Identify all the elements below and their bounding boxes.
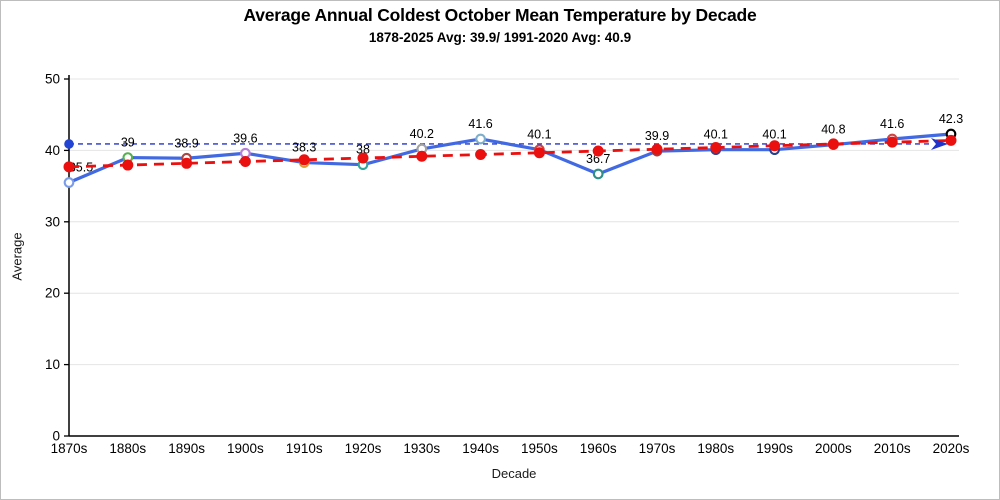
normal-line-start-dot bbox=[64, 139, 74, 149]
trend-dot-1870s bbox=[63, 161, 75, 173]
trend-dot-1900s bbox=[239, 156, 251, 168]
data-point-1940s bbox=[475, 133, 486, 145]
data-label-1970s: 39.9 bbox=[645, 129, 669, 143]
y-tick-label-10: 10 bbox=[45, 357, 60, 372]
trend-dot-2020s bbox=[945, 134, 957, 146]
x-tick-label-1870s: 1870s bbox=[51, 441, 88, 456]
data-label-1890s: 38.9 bbox=[174, 136, 198, 150]
x-tick-label-1950s: 1950s bbox=[521, 441, 558, 456]
data-label-1870s: 35.5 bbox=[69, 161, 93, 175]
trend-dot-1980s bbox=[710, 141, 722, 153]
trend-dot-1880s bbox=[122, 159, 134, 171]
data-label-1910s: 38.3 bbox=[292, 141, 316, 155]
trend-dot-1930s bbox=[416, 150, 428, 162]
trend-dot-1950s bbox=[533, 147, 545, 159]
y-tick-label-0: 0 bbox=[52, 429, 60, 444]
data-label-2010s: 41.6 bbox=[880, 117, 904, 131]
x-tick-label-1930s: 1930s bbox=[403, 441, 440, 456]
x-tick-label-1920s: 1920s bbox=[345, 441, 382, 456]
x-tick-label-1890s: 1890s bbox=[168, 441, 205, 456]
x-tick-label-1980s: 1980s bbox=[697, 441, 734, 456]
trend-dot-1970s bbox=[651, 143, 663, 155]
x-tick-label-1900s: 1900s bbox=[227, 441, 264, 456]
data-label-2000s: 40.8 bbox=[821, 123, 845, 137]
data-label-1960s: 36.7 bbox=[586, 152, 610, 166]
y-tick-label-40: 40 bbox=[45, 143, 60, 158]
trend-dot-1940s bbox=[475, 148, 487, 160]
data-label-1930s: 40.2 bbox=[410, 127, 434, 141]
trend-dot-2010s bbox=[886, 136, 898, 148]
data-point-1960s bbox=[592, 168, 604, 180]
trend-dot-1920s bbox=[357, 152, 369, 164]
trend-dot-1910s bbox=[298, 154, 310, 166]
x-tick-label-1960s: 1960s bbox=[580, 441, 617, 456]
data-label-1940s: 41.6 bbox=[468, 117, 492, 131]
x-tick-label-2000s: 2000s bbox=[815, 441, 852, 456]
data-label-1990s: 40.1 bbox=[762, 128, 786, 142]
x-axis-title: Decade bbox=[491, 466, 537, 481]
chart-title: Average Annual Coldest October Mean Temp… bbox=[243, 5, 757, 25]
x-tick-label-1910s: 1910s bbox=[286, 441, 323, 456]
trend-dot-1990s bbox=[769, 140, 781, 152]
normal-line-arrow-icon bbox=[931, 137, 948, 150]
data-label-1980s: 40.1 bbox=[704, 128, 728, 142]
x-tick-label-1940s: 1940s bbox=[462, 441, 499, 456]
data-label-1950s: 40.1 bbox=[527, 128, 551, 142]
x-tick-label-1990s: 1990s bbox=[756, 441, 793, 456]
data-label-1900s: 39.6 bbox=[233, 131, 257, 145]
chart-subtitle: 1878-2025 Avg: 39.9/ 1991-2020 Avg: 40.9 bbox=[368, 30, 632, 45]
data-label-1920s: 38 bbox=[356, 143, 370, 157]
trend-dot-1960s bbox=[592, 145, 604, 157]
data-point-1870s bbox=[63, 177, 75, 188]
trend-dot-2000s bbox=[827, 138, 839, 150]
trendline bbox=[68, 139, 954, 169]
y-tick-label-50: 50 bbox=[45, 72, 60, 87]
y-tick-label-30: 30 bbox=[45, 214, 60, 229]
data-label-1880s: 39 bbox=[121, 136, 135, 150]
data-label-2020s: 42.3 bbox=[939, 112, 963, 126]
x-tick-label-1880s: 1880s bbox=[109, 441, 146, 456]
x-tick-label-1970s: 1970s bbox=[639, 441, 676, 456]
y-tick-label-20: 20 bbox=[45, 286, 60, 301]
series-line-decade-average bbox=[67, 132, 953, 185]
x-tick-label-2020s: 2020s bbox=[933, 441, 970, 456]
trend-dot-1890s bbox=[181, 157, 193, 169]
x-tick-label-2010s: 2010s bbox=[874, 441, 911, 456]
